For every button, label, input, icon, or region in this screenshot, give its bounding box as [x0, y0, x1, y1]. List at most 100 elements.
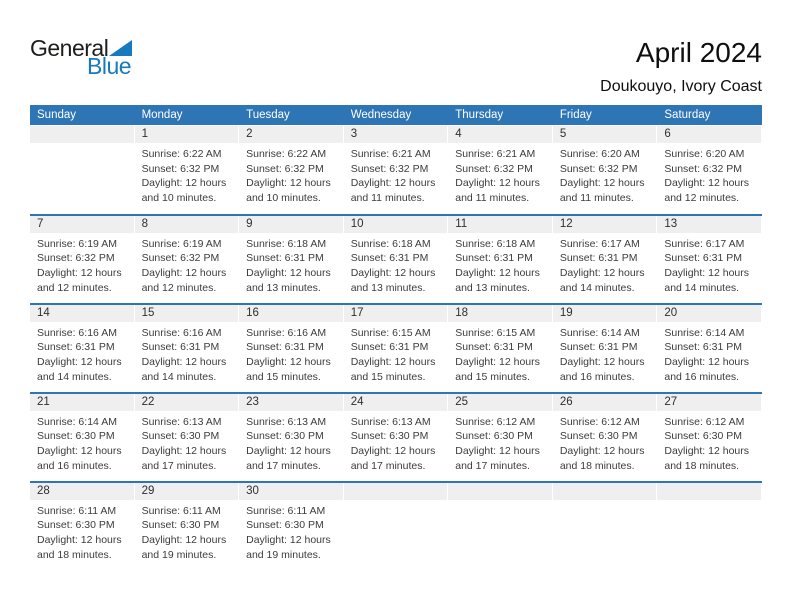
day-details: Sunrise: 6:15 AM Sunset: 6:31 PM Daylight:…	[344, 322, 449, 385]
day-cell-17: 17 Sunrise: 6:15 AM Sunset: 6:31 PM Dayligh…	[343, 302, 449, 393]
sunrise-text: Sunrise: 6:19 AM	[141, 237, 222, 250]
daylight-text: Daylight: 12 hours and 12 minutes.	[664, 177, 750, 205]
day-cell-14: 14 Sunrise: 6:16 AM Sunset: 6:31 PM Dayligh…	[30, 302, 135, 393]
sunset-text: Sunset: 6:32 PM	[141, 252, 220, 265]
daylight-text: Daylight: 12 hours and 15 minutes.	[455, 355, 540, 383]
logo-text-general: General	[30, 35, 109, 61]
daylight-text: Daylight: 12 hours and 13 minutes.	[350, 266, 436, 294]
day-number: 18	[448, 304, 552, 322]
sunrise-text: Sunrise: 6:19 AM	[37, 237, 117, 250]
day-number	[448, 482, 552, 500]
week-row-5: 28 Sunrise: 6:11 AM Sunset: 6:30 PM Dayligh…	[30, 480, 762, 571]
sunrise-text: Sunrise: 6:13 AM	[141, 415, 222, 428]
day-cell-5: 5 Sunrise: 6:20 AM Sunset: 6:32 PM Daylight…	[552, 125, 658, 215]
sunset-text: Sunset: 6:30 PM	[141, 430, 220, 443]
sunrise-text: Sunrise: 6:20 AM	[664, 148, 745, 160]
day-number: 28	[30, 482, 134, 500]
daylight-text: Daylight: 12 hours and 13 minutes.	[455, 266, 540, 294]
sunrise-text: Sunrise: 6:21 AM	[350, 148, 431, 160]
sunset-text: Sunset: 6:32 PM	[664, 162, 743, 175]
daylight-text: Daylight: 12 hours and 19 minutes.	[141, 533, 227, 561]
day-number: 2	[239, 126, 343, 143]
sunrise-text: Sunrise: 6:21 AM	[455, 148, 536, 160]
sunset-text: Sunset: 6:30 PM	[246, 519, 324, 532]
general-blue-logo: General Blue	[30, 35, 133, 79]
day-cell-9: 9 Sunrise: 6:18 AM Sunset: 6:31 PM Daylight…	[239, 213, 344, 304]
daylight-text: Daylight: 12 hours and 12 minutes.	[141, 266, 227, 294]
sunset-text: Sunset: 6:30 PM	[246, 430, 324, 443]
daylight-text: Daylight: 12 hours and 16 minutes.	[664, 355, 750, 383]
day-cell-6: 6 Sunrise: 6:20 AM Sunset: 6:32 PM Daylight…	[657, 125, 762, 215]
daylight-text: Daylight: 12 hours and 17 minutes.	[141, 444, 227, 472]
day-details: Sunrise: 6:22 AM Sunset: 6:32 PM Daylight:…	[135, 143, 240, 206]
weekday-header-friday: Friday	[552, 105, 658, 126]
sunset-text: Sunset: 6:31 PM	[664, 252, 743, 265]
weekday-header-sunday: Sunday	[30, 105, 135, 126]
day-cell-30: 30 Sunrise: 6:11 AM Sunset: 6:30 PM Dayligh…	[239, 480, 344, 571]
day-number: 25	[448, 393, 552, 411]
day-details: Sunrise: 6:18 AM Sunset: 6:31 PM Daylight:…	[448, 233, 553, 296]
day-number: 15	[134, 304, 239, 322]
day-number: 21	[30, 393, 134, 411]
day-cell-28: 28 Sunrise: 6:11 AM Sunset: 6:30 PM Dayligh…	[30, 480, 135, 571]
sunrise-text: Sunrise: 6:18 AM	[246, 237, 327, 250]
sunrise-text: Sunrise: 6:11 AM	[141, 504, 221, 517]
sunrise-text: Sunrise: 6:16 AM	[246, 326, 327, 339]
sunrise-text: Sunrise: 6:15 AM	[455, 326, 536, 339]
sunrise-text: Sunrise: 6:12 AM	[664, 415, 745, 428]
daylight-text: Daylight: 12 hours and 14 minutes.	[559, 266, 645, 294]
day-cell-24: 24 Sunrise: 6:13 AM Sunset: 6:30 PM Dayligh…	[343, 391, 449, 482]
sunset-text: Sunset: 6:32 PM	[559, 162, 638, 175]
daylight-text: Daylight: 12 hours and 13 minutes.	[246, 266, 331, 294]
day-cell-26: 26 Sunrise: 6:12 AM Sunset: 6:30 PM Dayligh…	[552, 391, 658, 482]
daylight-text: Daylight: 12 hours and 14 minutes.	[141, 355, 227, 383]
day-details: Sunrise: 6:16 AM Sunset: 6:31 PM Daylight:…	[135, 322, 240, 385]
day-number: 23	[239, 393, 343, 411]
location-subtitle: Doukouyo, Ivory Coast	[600, 77, 762, 95]
week-row-1: 1 Sunrise: 6:22 AM Sunset: 6:32 PM Daylight…	[30, 125, 762, 215]
day-number: 20	[657, 304, 761, 322]
sunrise-text: Sunrise: 6:11 AM	[246, 504, 326, 517]
daylight-text: Daylight: 12 hours and 12 minutes.	[37, 266, 122, 294]
day-cell-empty	[448, 480, 553, 571]
day-number: 29	[134, 482, 239, 500]
sunset-text: Sunset: 6:32 PM	[350, 162, 429, 175]
day-cell-empty	[657, 480, 762, 571]
daylight-text: Daylight: 12 hours and 17 minutes.	[246, 444, 331, 472]
day-cell-empty	[552, 480, 658, 571]
day-details: Sunrise: 6:12 AM Sunset: 6:30 PM Daylight:…	[448, 411, 553, 474]
day-number	[657, 482, 761, 500]
sunset-text: Sunset: 6:31 PM	[350, 341, 429, 354]
sunset-text: Sunset: 6:31 PM	[559, 252, 638, 265]
day-number: 9	[239, 215, 343, 233]
sunset-text: Sunset: 6:30 PM	[37, 519, 115, 532]
sunrise-text: Sunrise: 6:11 AM	[37, 504, 117, 517]
day-number: 6	[657, 126, 761, 143]
sunrise-text: Sunrise: 6:14 AM	[559, 326, 640, 339]
sunset-text: Sunset: 6:31 PM	[455, 341, 533, 354]
daylight-text: Daylight: 12 hours and 15 minutes.	[350, 355, 436, 383]
daylight-text: Daylight: 12 hours and 16 minutes.	[559, 355, 645, 383]
sunrise-text: Sunrise: 6:12 AM	[455, 415, 536, 428]
day-details: Sunrise: 6:22 AM Sunset: 6:32 PM Daylight:…	[239, 143, 344, 206]
day-number: 4	[448, 126, 552, 143]
week-row-4: 21 Sunrise: 6:14 AM Sunset: 6:30 PM Dayligh…	[30, 391, 762, 482]
day-details: Sunrise: 6:16 AM Sunset: 6:31 PM Daylight:…	[30, 322, 135, 385]
daylight-text: Daylight: 12 hours and 10 minutes.	[141, 177, 227, 205]
sunset-text: Sunset: 6:31 PM	[37, 341, 115, 354]
day-details: Sunrise: 6:13 AM Sunset: 6:30 PM Daylight:…	[344, 411, 449, 474]
day-cell-29: 29 Sunrise: 6:11 AM Sunset: 6:30 PM Dayligh…	[134, 480, 240, 571]
sunset-text: Sunset: 6:31 PM	[141, 341, 220, 354]
sunrise-text: Sunrise: 6:18 AM	[455, 237, 536, 250]
weekday-header-saturday: Saturday	[657, 105, 762, 126]
day-number: 11	[448, 215, 552, 233]
daylight-text: Daylight: 12 hours and 10 minutes.	[246, 177, 331, 205]
daylight-text: Daylight: 12 hours and 16 minutes.	[37, 444, 122, 472]
day-number: 22	[134, 393, 239, 411]
day-details: Sunrise: 6:19 AM Sunset: 6:32 PM Daylight:…	[135, 233, 240, 296]
logo-text-blue: Blue	[87, 53, 132, 79]
day-number: 26	[552, 393, 657, 411]
day-cell-10: 10 Sunrise: 6:18 AM Sunset: 6:31 PM Dayligh…	[343, 213, 449, 304]
day-cell-20: 20 Sunrise: 6:14 AM Sunset: 6:31 PM Dayligh…	[657, 302, 762, 393]
day-cell-15: 15 Sunrise: 6:16 AM Sunset: 6:31 PM Dayligh…	[134, 302, 240, 393]
